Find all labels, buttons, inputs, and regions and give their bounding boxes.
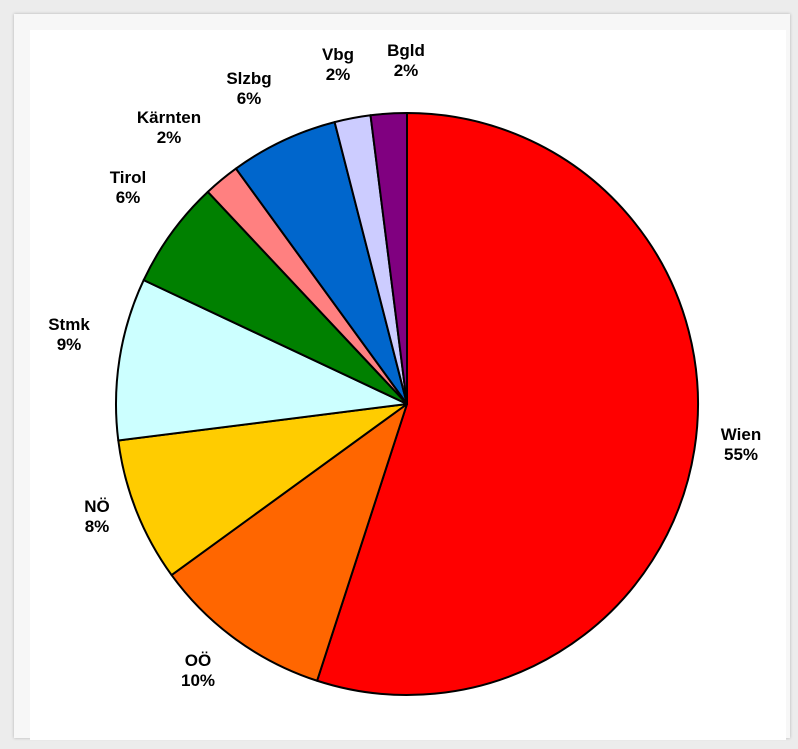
slice-value: 6% <box>116 188 141 207</box>
slice-label-o-: OÖ 10% <box>181 651 215 690</box>
slice-name: Tirol <box>110 168 147 187</box>
slice-name: Stmk <box>48 315 90 334</box>
slice-value: 9% <box>57 335 82 354</box>
slice-name: Kärnten <box>137 108 201 127</box>
pie-slice-o- <box>170 403 408 682</box>
slice-label-slzbg: Slzbg 6% <box>226 69 271 108</box>
slice-value: 2% <box>157 128 182 147</box>
pie-slice-wien <box>316 112 699 696</box>
pie-slice-n- <box>117 403 408 577</box>
pie-slice-bgld <box>369 111 408 405</box>
slice-label-tirol: Tirol 6% <box>110 168 147 207</box>
slice-name: OÖ <box>185 651 211 670</box>
slice-value: 2% <box>326 65 351 84</box>
slice-label-n-: NÖ 8% <box>84 497 110 536</box>
slice-name: Wien <box>721 425 761 444</box>
pie-slices <box>115 111 699 696</box>
slice-value: 55% <box>724 445 758 464</box>
pie-slice-stmk <box>115 279 408 442</box>
pie-labels: Wien 55%OÖ 10%NÖ 8%Stmk 9%Tirol 6%Kärnten 2%Sl… <box>48 41 761 690</box>
slice-value: 2% <box>394 61 419 80</box>
slice-value: 6% <box>237 89 262 108</box>
slice-name: Slzbg <box>226 69 271 88</box>
slice-label-k-rnten: Kärnten 2% <box>137 108 201 147</box>
slice-value: 10% <box>181 671 215 690</box>
slice-label-wien: Wien 55% <box>721 425 761 464</box>
slice-name: Vbg <box>322 45 354 64</box>
slice-label-bgld: Bgld 2% <box>387 41 425 80</box>
slice-label-stmk: Stmk 9% <box>48 315 90 354</box>
slice-name: NÖ <box>84 497 110 516</box>
slice-name: Bgld <box>387 41 425 60</box>
slice-value: 8% <box>85 517 110 536</box>
slice-label-vbg: Vbg 2% <box>322 45 354 84</box>
